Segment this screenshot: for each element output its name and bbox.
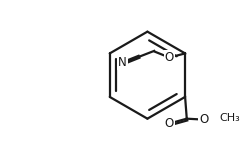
Text: N: N <box>118 56 127 69</box>
Text: CH₃: CH₃ <box>218 113 239 123</box>
Text: O: O <box>198 113 207 126</box>
Text: O: O <box>164 51 173 64</box>
Text: O: O <box>164 117 173 130</box>
